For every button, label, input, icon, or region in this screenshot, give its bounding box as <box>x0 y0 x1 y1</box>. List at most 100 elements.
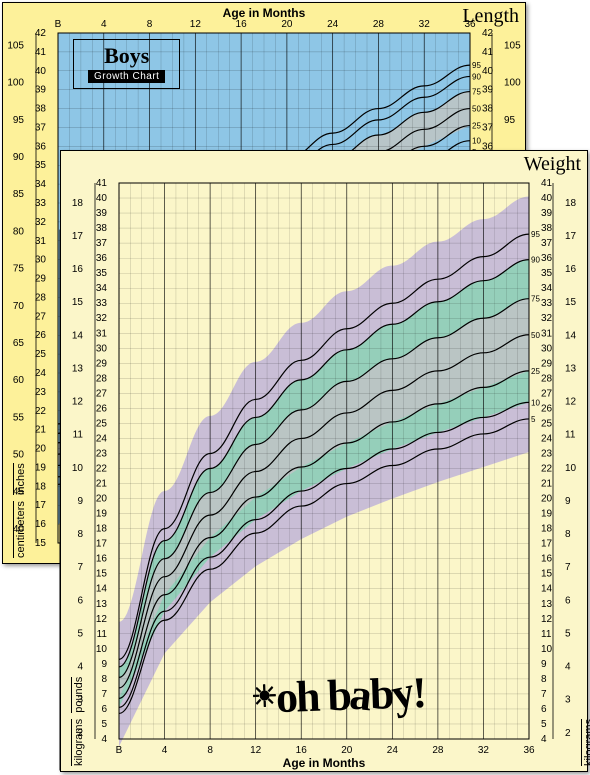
svg-text:8: 8 <box>147 19 153 30</box>
svg-text:26: 26 <box>96 403 108 414</box>
svg-text:11: 11 <box>565 430 576 441</box>
svg-text:5: 5 <box>101 719 107 730</box>
svg-text:6: 6 <box>101 704 107 715</box>
svg-text:40: 40 <box>35 66 47 77</box>
svg-text:31: 31 <box>96 328 108 339</box>
svg-text:2: 2 <box>565 728 571 739</box>
svg-text:21: 21 <box>35 425 47 436</box>
svg-text:22: 22 <box>96 464 108 475</box>
svg-text:24: 24 <box>327 19 339 30</box>
svg-text:40: 40 <box>96 193 108 204</box>
svg-text:60: 60 <box>13 375 25 386</box>
svg-text:34: 34 <box>35 179 47 190</box>
svg-text:30: 30 <box>96 343 108 354</box>
svg-text:50: 50 <box>472 105 481 114</box>
svg-text:50: 50 <box>531 331 540 340</box>
svg-text:30: 30 <box>35 255 47 266</box>
svg-text:10: 10 <box>72 463 84 474</box>
svg-text:19: 19 <box>96 509 108 520</box>
svg-text:75: 75 <box>13 264 25 275</box>
svg-text:36: 36 <box>541 253 553 264</box>
title-box-line2: Growth Chart <box>88 70 165 83</box>
svg-text:6: 6 <box>565 595 571 606</box>
boys-title-box: Boys Growth Chart <box>73 39 180 89</box>
svg-text:34: 34 <box>541 283 553 294</box>
svg-text:75: 75 <box>531 295 540 304</box>
svg-text:37: 37 <box>541 238 553 249</box>
svg-text:25: 25 <box>35 349 47 360</box>
svg-text:20: 20 <box>541 494 553 505</box>
svg-text:12: 12 <box>565 397 577 408</box>
svg-text:6: 6 <box>541 704 547 715</box>
svg-text:B: B <box>116 745 123 756</box>
svg-text:17: 17 <box>565 231 577 242</box>
svg-text:8: 8 <box>77 529 83 540</box>
svg-text:35: 35 <box>541 268 553 279</box>
svg-text:41: 41 <box>96 178 108 189</box>
svg-text:25: 25 <box>472 122 481 131</box>
svg-text:15: 15 <box>35 538 47 549</box>
svg-text:Age in Months: Age in Months <box>283 756 366 770</box>
svg-text:19: 19 <box>541 509 553 520</box>
svg-text:20: 20 <box>281 19 293 30</box>
svg-text:16: 16 <box>96 554 108 565</box>
svg-text:37: 37 <box>96 238 108 249</box>
svg-text:4: 4 <box>101 734 107 745</box>
svg-text:9: 9 <box>101 659 107 670</box>
svg-text:B: B <box>55 19 62 30</box>
svg-text:10: 10 <box>531 398 540 407</box>
svg-text:41: 41 <box>35 47 47 58</box>
svg-text:75: 75 <box>472 88 481 97</box>
svg-text:24: 24 <box>541 433 553 444</box>
svg-text:95: 95 <box>472 61 481 70</box>
svg-text:95: 95 <box>13 115 25 126</box>
svg-text:105: 105 <box>504 40 521 51</box>
svg-text:24: 24 <box>96 433 108 444</box>
svg-text:36: 36 <box>35 141 47 152</box>
svg-text:29: 29 <box>96 358 108 369</box>
svg-text:90: 90 <box>13 152 25 163</box>
svg-text:70: 70 <box>13 301 25 312</box>
svg-text:80: 80 <box>13 226 25 237</box>
length-cm-label: centimeters inches <box>15 463 27 558</box>
svg-text:29: 29 <box>35 274 47 285</box>
svg-text:12: 12 <box>541 614 553 625</box>
svg-text:16: 16 <box>35 519 47 530</box>
svg-text:5: 5 <box>531 415 536 424</box>
svg-text:12: 12 <box>72 397 84 408</box>
svg-text:55: 55 <box>13 412 25 423</box>
weight-kg-label-right: kilograms <box>583 719 590 766</box>
svg-text:11: 11 <box>97 629 108 640</box>
svg-text:16: 16 <box>565 264 577 275</box>
svg-text:3: 3 <box>565 695 571 706</box>
svg-text:28: 28 <box>35 292 47 303</box>
svg-text:95: 95 <box>531 230 540 239</box>
svg-text:26: 26 <box>35 330 47 341</box>
svg-text:38: 38 <box>96 223 108 234</box>
svg-text:28: 28 <box>432 745 444 756</box>
weight-title: Weight <box>524 153 581 176</box>
svg-text:16: 16 <box>72 264 84 275</box>
svg-text:4: 4 <box>565 662 571 673</box>
svg-text:25: 25 <box>531 367 540 376</box>
svg-text:12: 12 <box>190 19 202 30</box>
svg-text:Age in Months: Age in Months <box>223 6 306 20</box>
svg-text:27: 27 <box>35 311 47 322</box>
svg-text:33: 33 <box>35 198 47 209</box>
svg-text:32: 32 <box>96 313 108 324</box>
svg-text:105: 105 <box>7 40 24 51</box>
svg-text:16: 16 <box>541 554 553 565</box>
svg-text:12: 12 <box>250 745 262 756</box>
svg-text:18: 18 <box>35 481 47 492</box>
svg-text:33: 33 <box>541 298 553 309</box>
svg-text:17: 17 <box>72 231 84 242</box>
svg-text:90: 90 <box>531 256 540 265</box>
svg-text:13: 13 <box>72 363 84 374</box>
svg-text:4: 4 <box>162 745 168 756</box>
svg-text:21: 21 <box>96 479 108 490</box>
weight-kg-label: kilograms pounds <box>73 677 85 766</box>
svg-text:9: 9 <box>565 496 571 507</box>
svg-text:40: 40 <box>541 193 553 204</box>
svg-text:35: 35 <box>96 268 108 279</box>
svg-text:22: 22 <box>35 406 47 417</box>
